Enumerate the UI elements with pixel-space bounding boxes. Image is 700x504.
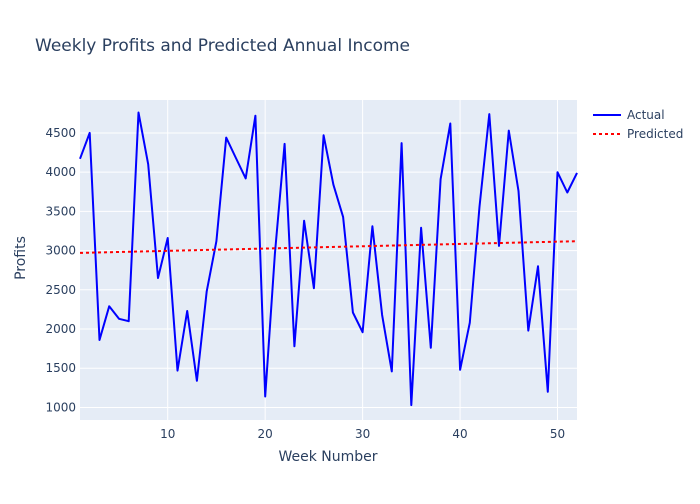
x-tick-label: 50 xyxy=(550,427,565,441)
plot-area xyxy=(80,100,577,420)
y-tick-label: 2500 xyxy=(45,283,76,297)
x-tick-label: 30 xyxy=(355,427,370,441)
y-tick-label: 1500 xyxy=(45,361,76,375)
chart-title: Weekly Profits and Predicted Annual Inco… xyxy=(35,36,410,56)
y-tick-label: 3000 xyxy=(45,244,76,258)
x-tick-label: 20 xyxy=(258,427,273,441)
series-layer xyxy=(79,111,578,407)
y-tick-label: 4000 xyxy=(45,165,76,179)
legend-item-actual[interactable]: Actual xyxy=(593,108,665,122)
legend-label: Predicted xyxy=(627,127,683,141)
x-tick-label: 40 xyxy=(452,427,467,441)
y-tick-label: 1000 xyxy=(45,400,76,414)
x-tick-label: 10 xyxy=(160,427,175,441)
legend-label: Actual xyxy=(627,108,665,122)
y-tick-label: 3500 xyxy=(45,204,76,218)
legend[interactable]: Actual Predicted xyxy=(593,108,683,141)
series-line-actual xyxy=(79,111,578,407)
series-line-predicted xyxy=(79,240,578,254)
tick-labels: 1000 1500 2000 2500 3000 3500 4000 4500 10 20 30 40… xyxy=(45,126,565,441)
y-axis-label: Profits xyxy=(13,236,29,280)
y-tick-label: 4500 xyxy=(45,126,76,140)
y-tick-label: 2000 xyxy=(45,322,76,336)
legend-item-predicted[interactable]: Predicted xyxy=(593,127,683,141)
x-axis-label: Week Number xyxy=(278,449,377,465)
